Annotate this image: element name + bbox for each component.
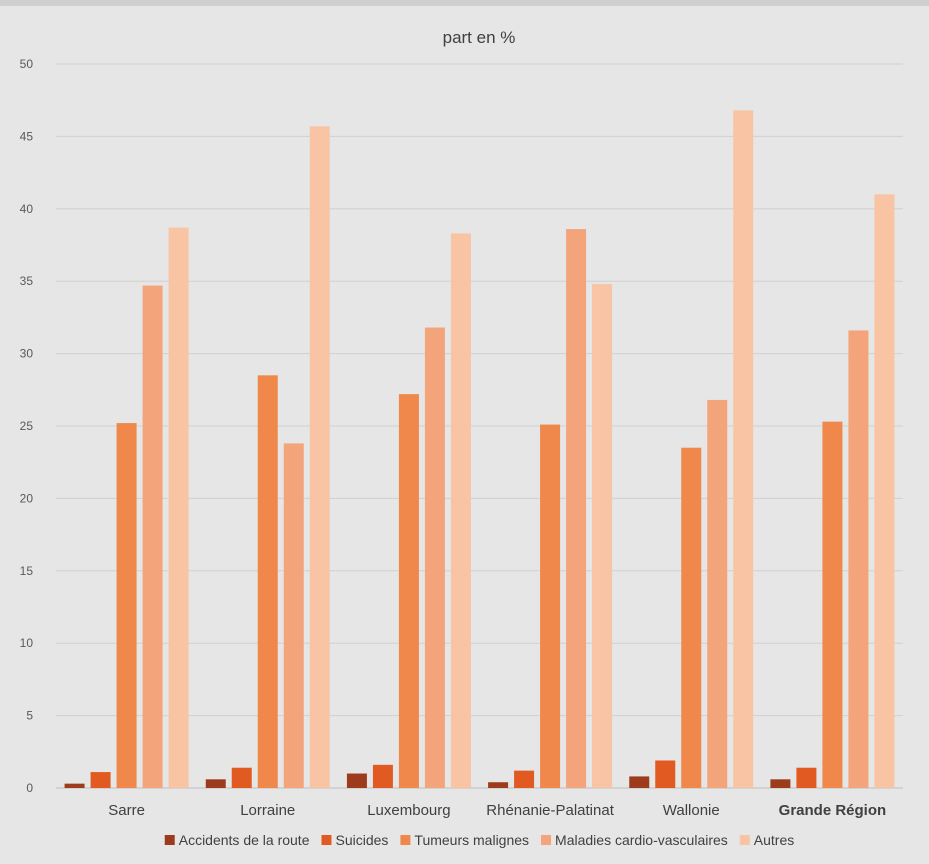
bar (346, 773, 367, 788)
legend-swatch (164, 835, 175, 845)
y-tick-label: 10 (20, 636, 34, 650)
bar (168, 227, 189, 788)
y-tick-label: 25 (20, 419, 34, 433)
legend-label: Maladies cardio-vasculaires (555, 832, 728, 848)
bar (231, 767, 252, 788)
bar (592, 284, 613, 788)
legend: Accidents de la route Suicides Tumeurs mal… (164, 832, 794, 848)
legend-item: Tumeurs malignes (400, 832, 529, 848)
bar (770, 779, 791, 788)
bar (733, 110, 754, 788)
bar (540, 424, 561, 788)
x-category-label: Sarre (108, 802, 145, 819)
y-tick-label: 40 (20, 202, 34, 216)
x-category-label: Grande Région (779, 802, 887, 819)
y-tick-label: 50 (20, 57, 34, 71)
legend-swatch (739, 835, 750, 845)
x-category-label: Wallonie (663, 802, 720, 819)
bar (142, 285, 163, 788)
bar (372, 764, 393, 788)
bar (424, 327, 445, 788)
legend-item: Maladies cardio-vasculaires (541, 832, 728, 848)
bar (822, 421, 843, 788)
bar (398, 394, 419, 788)
bars (64, 110, 895, 789)
legend-label: Accidents de la route (179, 832, 310, 848)
bar (848, 330, 869, 788)
bar (566, 229, 587, 788)
bar (90, 772, 111, 788)
x-category-label: Luxembourg (367, 802, 450, 819)
bar (116, 423, 137, 788)
bar (514, 770, 535, 788)
y-tick-label: 0 (26, 781, 33, 795)
bar (796, 767, 817, 788)
y-tick-label: 45 (20, 129, 34, 143)
bar (874, 194, 895, 788)
legend-swatch (321, 835, 332, 845)
bar (681, 447, 702, 788)
y-tick-label: 15 (20, 564, 34, 578)
bar (64, 783, 85, 788)
bar (707, 399, 728, 788)
bar (629, 776, 650, 788)
legend-label: Suicides (335, 832, 388, 848)
x-category-label: Lorraine (240, 802, 295, 819)
y-tick-label: 35 (20, 274, 34, 288)
bar (257, 375, 278, 788)
bar (655, 760, 676, 788)
legend-swatch (541, 835, 552, 845)
legend-label: Tumeurs malignes (414, 832, 529, 848)
bar (205, 779, 226, 788)
y-tick-label: 5 (26, 709, 33, 723)
bar (309, 126, 330, 789)
legend-item: Accidents de la route (164, 832, 310, 848)
bar-chart: part en % 0 5 10 15 20 25 30 35 40 45 50 Sarre Lorr… (20, 28, 903, 848)
y-tick-label: 30 (20, 347, 34, 361)
y-axis-ticks: 0 5 10 15 20 25 30 35 40 45 50 (20, 57, 34, 795)
x-category-label: Rhénanie-Palatinat (486, 802, 614, 819)
legend-label: Autres (754, 832, 794, 848)
bar (283, 443, 304, 788)
x-axis-categories: Sarre Lorraine Luxembourg Rhénanie-Palatina… (108, 802, 886, 819)
bar (488, 782, 509, 788)
bar (450, 233, 471, 788)
gridlines (56, 63, 903, 789)
legend-item: Suicides (321, 832, 388, 848)
y-tick-label: 20 (20, 491, 34, 505)
chart-title: part en % (443, 28, 516, 47)
legend-swatch (400, 835, 411, 845)
legend-item: Autres (739, 832, 794, 848)
